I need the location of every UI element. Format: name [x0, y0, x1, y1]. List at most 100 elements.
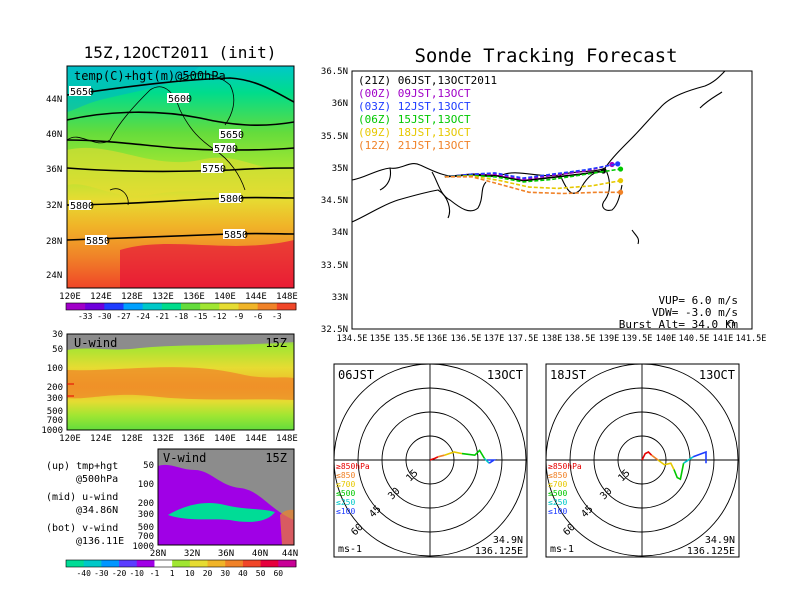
colorbar-swatch	[260, 560, 279, 567]
legend-entry: (21Z) 06JST,13OCT2011	[358, 74, 497, 87]
y-tick-label: 33N	[332, 293, 348, 303]
colorbar-swatch	[101, 560, 120, 567]
v-colorbar: -40 -30 -20 -10 -1 1 10 20 30 40 50 60	[65, 559, 297, 578]
map-background	[351, 70, 753, 330]
y-tick-label: 35N	[332, 164, 348, 174]
track-map: (21Z) 06JST,13OCT2011 (00Z) 09JST,13OCT …	[321, 67, 766, 344]
track-line	[444, 176, 621, 195]
hodo-segment	[673, 463, 685, 481]
y-tick-label: 200	[138, 499, 154, 509]
y-tick-label: 34.5N	[321, 196, 348, 206]
y-tick-label: 36N	[332, 99, 348, 109]
u-grey-band	[67, 334, 294, 350]
hodo-segment	[444, 451, 463, 456]
contour-label: 5800	[220, 194, 244, 205]
note-mid-line1: (mid) u-wind	[46, 492, 118, 503]
contour-label-bg	[213, 143, 235, 153]
x-tick-label: 124E	[90, 434, 112, 444]
hodo-date: 13OCT	[699, 368, 735, 382]
y-tick-label: 30	[52, 330, 63, 340]
left-title: 15Z,12OCT2011 (init)	[84, 43, 277, 62]
legend-level: ≤100	[336, 507, 355, 516]
vdw-text: VDW= -3.0 m/s	[652, 306, 738, 319]
note-up-line1: (up) tmp+hgt	[46, 461, 118, 472]
colorbar-swatch	[119, 560, 138, 567]
legend-level: ≤700	[336, 480, 355, 489]
colorbar-swatch	[276, 303, 297, 310]
y-tick-label: 36.5N	[321, 67, 348, 77]
hodo-segment	[657, 459, 675, 470]
x-tick-label: 44N	[282, 549, 298, 559]
y-tick-label: 200	[47, 383, 63, 393]
legend-level: ≤850	[336, 471, 355, 480]
contour-label-bg	[219, 129, 241, 139]
hodo-segment	[487, 459, 497, 464]
colorbar-tick-label: 40	[238, 569, 248, 578]
colorbar-frame	[65, 559, 297, 568]
colorbar-tick-label: 60	[273, 569, 283, 578]
track-endpoint	[617, 189, 624, 195]
legend-level: ≤250	[548, 498, 567, 507]
x-tick-label: 135E	[370, 334, 390, 344]
y-tick-label: 700	[47, 416, 63, 426]
hodo-lat: 34.9N	[493, 535, 523, 546]
track-endpoint	[617, 166, 624, 172]
x-tick-label: 141.5E	[736, 334, 767, 344]
temp-panel: temp(C)+hgt(m)@500hPa 5650 5600 5650 570…	[46, 65, 298, 321]
legend-level: ≤850	[548, 471, 567, 480]
hgt-contour-5850	[67, 232, 294, 241]
legend-level: ≤250	[336, 498, 355, 507]
hgt-contour-5650	[67, 111, 294, 126]
hodograph-06jst: 15 30 45 60 06JST 13OCT ≥850hPa ≤850 ≤70…	[333, 363, 528, 558]
x-tick-label: 132E	[152, 434, 174, 444]
hodo-lat: 34.9N	[705, 535, 735, 546]
x-tick-label: 135.5E	[394, 334, 425, 344]
hodo-segment	[683, 456, 694, 464]
cool-patch	[67, 66, 200, 112]
colorbar-swatch	[154, 560, 173, 567]
vup-text: VUP= 6.0 m/s	[659, 294, 738, 307]
right-title: Sonde Tracking Forecast	[414, 45, 677, 67]
colorbar-tick-label: -12	[212, 312, 227, 321]
contour-label: 5850	[224, 230, 248, 241]
y-tick-label: 34N	[332, 228, 348, 238]
colorbar-swatch	[66, 560, 85, 567]
u-x-ticks: 120E 124E 128E 132E 136E 140E 144E 148E	[59, 434, 298, 444]
x-tick-label: 140E	[214, 434, 236, 444]
temp-x-ticks: 120E 124E 128E 132E 136E 140E 144E 148E	[59, 292, 298, 302]
hodo-segment	[437, 454, 445, 458]
x-tick-label: 138.5E	[565, 334, 596, 344]
colorbar-tick-label: -1	[150, 569, 160, 578]
map-y-ticks: 36.5N 36N 35.5N 35N 34.5N 34N 33.5N 33N …	[321, 67, 348, 335]
note-bot-line1: (bot) v-wind	[46, 523, 118, 534]
colorbar-tick-label: -6	[253, 312, 263, 321]
colorbar-swatch	[257, 303, 278, 310]
colorbar-swatch	[161, 303, 182, 310]
x-tick-label: 148E	[276, 434, 298, 444]
contour-label: 5800	[70, 201, 94, 212]
colorbar-swatch	[225, 560, 244, 567]
colorbar-swatch	[142, 303, 163, 310]
hodo-unit: ms-1	[550, 544, 574, 555]
hodo-lon: 136.125E	[475, 546, 523, 557]
temp-label: temp(C)+hgt(m)@500hPa	[74, 69, 226, 83]
colorbar-frame	[65, 302, 297, 311]
u-wind-label: U-wind	[74, 336, 117, 350]
y-tick-label: 44N	[46, 95, 62, 105]
y-tick-label: 700	[138, 532, 154, 542]
v-wind-panel: V-wind 15Z 50 100 200 300 500 700 1000 2…	[65, 448, 298, 578]
y-tick-label: 50	[143, 461, 154, 471]
contour-label-bg	[69, 200, 91, 210]
y-tick-label: 33.5N	[321, 261, 348, 271]
colorbar-swatch	[278, 560, 297, 567]
temp-frame	[66, 65, 295, 289]
legend-level: ≤100	[548, 507, 567, 516]
colorbar-swatch	[242, 560, 262, 567]
v-pos-band	[280, 509, 294, 545]
contour-label: 5700	[214, 144, 238, 155]
y-tick-label: 300	[47, 394, 63, 404]
u-wind-panel: U-wind 15Z 30 50 100 200 300 500 700 100…	[41, 330, 298, 444]
contour-label: 5650	[220, 130, 244, 141]
note-up-line2: @500hPa	[76, 474, 118, 485]
legend-level: ≥850hPa	[548, 462, 582, 471]
